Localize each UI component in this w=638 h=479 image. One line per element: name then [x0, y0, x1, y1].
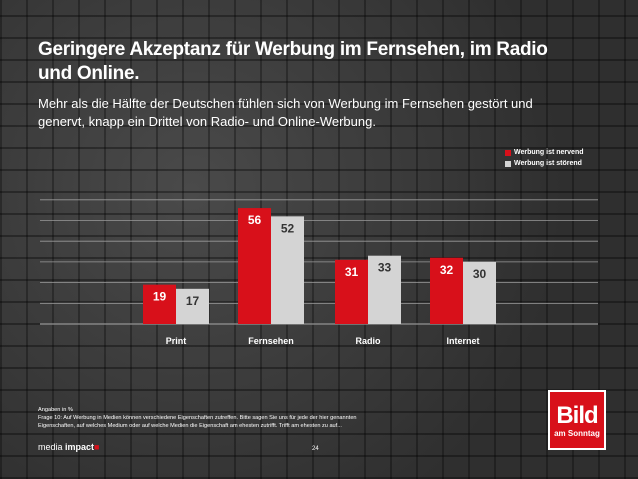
data-label-radio-stoerend: 33 — [378, 261, 392, 275]
bar-internet-nervend — [430, 257, 463, 324]
bild-logo-word: Bild — [556, 401, 598, 429]
footnote-question-line-2: Eigenschaften, auf welches Medium oder a… — [38, 423, 342, 429]
category-label-print: Print — [166, 336, 187, 346]
media-impact-logo-word-2: impact — [65, 442, 95, 452]
bild-logo-subtitle: am Sonntag — [554, 428, 600, 438]
data-label-print-nervend: 19 — [153, 290, 167, 304]
bar-fernsehen-stoerend — [271, 216, 304, 324]
legend-label-nervend: Werbung ist nervend — [514, 149, 584, 156]
footnote-question-line-1: Frage 10: Auf Werbung in Medien können v… — [38, 415, 357, 421]
category-label-fernsehen: Fernsehen — [248, 336, 294, 346]
legend-swatch-nervend — [505, 149, 511, 156]
slide-title: Geringere Akzeptanz für Werbung im Ferns… — [38, 39, 548, 84]
data-label-print-stoerend: 17 — [186, 294, 200, 308]
page-number: 24 — [312, 446, 319, 452]
footnote: Angaben in % Frage 10: Auf Werbung in Me… — [38, 406, 458, 430]
footnote-units: Angaben in % — [38, 407, 73, 413]
bar-print-stoerend — [176, 288, 209, 324]
legend-item-stoerend: Werbung ist störend — [505, 158, 584, 169]
bar-fernsehen-nervend — [238, 208, 271, 324]
slide-subtitle: Mehr als die Hälfte der Deutschen fühlen… — [38, 96, 533, 129]
media-impact-logo-word-1: media — [38, 442, 63, 452]
bar-internet-stoerend — [463, 261, 496, 324]
data-label-internet-stoerend: 30 — [473, 267, 487, 281]
bar-radio-stoerend — [368, 255, 401, 324]
legend-label-stoerend: Werbung ist störend — [514, 160, 582, 167]
bild-am-sonntag-logo: Bild am Sonntag — [548, 390, 606, 450]
legend-swatch-stoerend — [505, 160, 511, 167]
category-label-radio: Radio — [355, 336, 381, 346]
data-label-fernsehen-nervend: 56 — [248, 213, 262, 227]
data-label-fernsehen-stoerend: 52 — [281, 221, 295, 235]
category-label-internet: Internet — [446, 336, 479, 346]
chart-legend: Werbung ist nervend Werbung ist störend — [505, 147, 584, 169]
legend-item-nervend: Werbung ist nervend — [505, 147, 584, 158]
data-label-radio-nervend: 31 — [345, 265, 359, 279]
bar-radio-nervend — [335, 259, 368, 324]
data-label-internet-nervend: 32 — [440, 263, 454, 277]
bar-print-nervend — [143, 284, 176, 324]
media-impact-logo: media impact■ — [38, 442, 100, 452]
